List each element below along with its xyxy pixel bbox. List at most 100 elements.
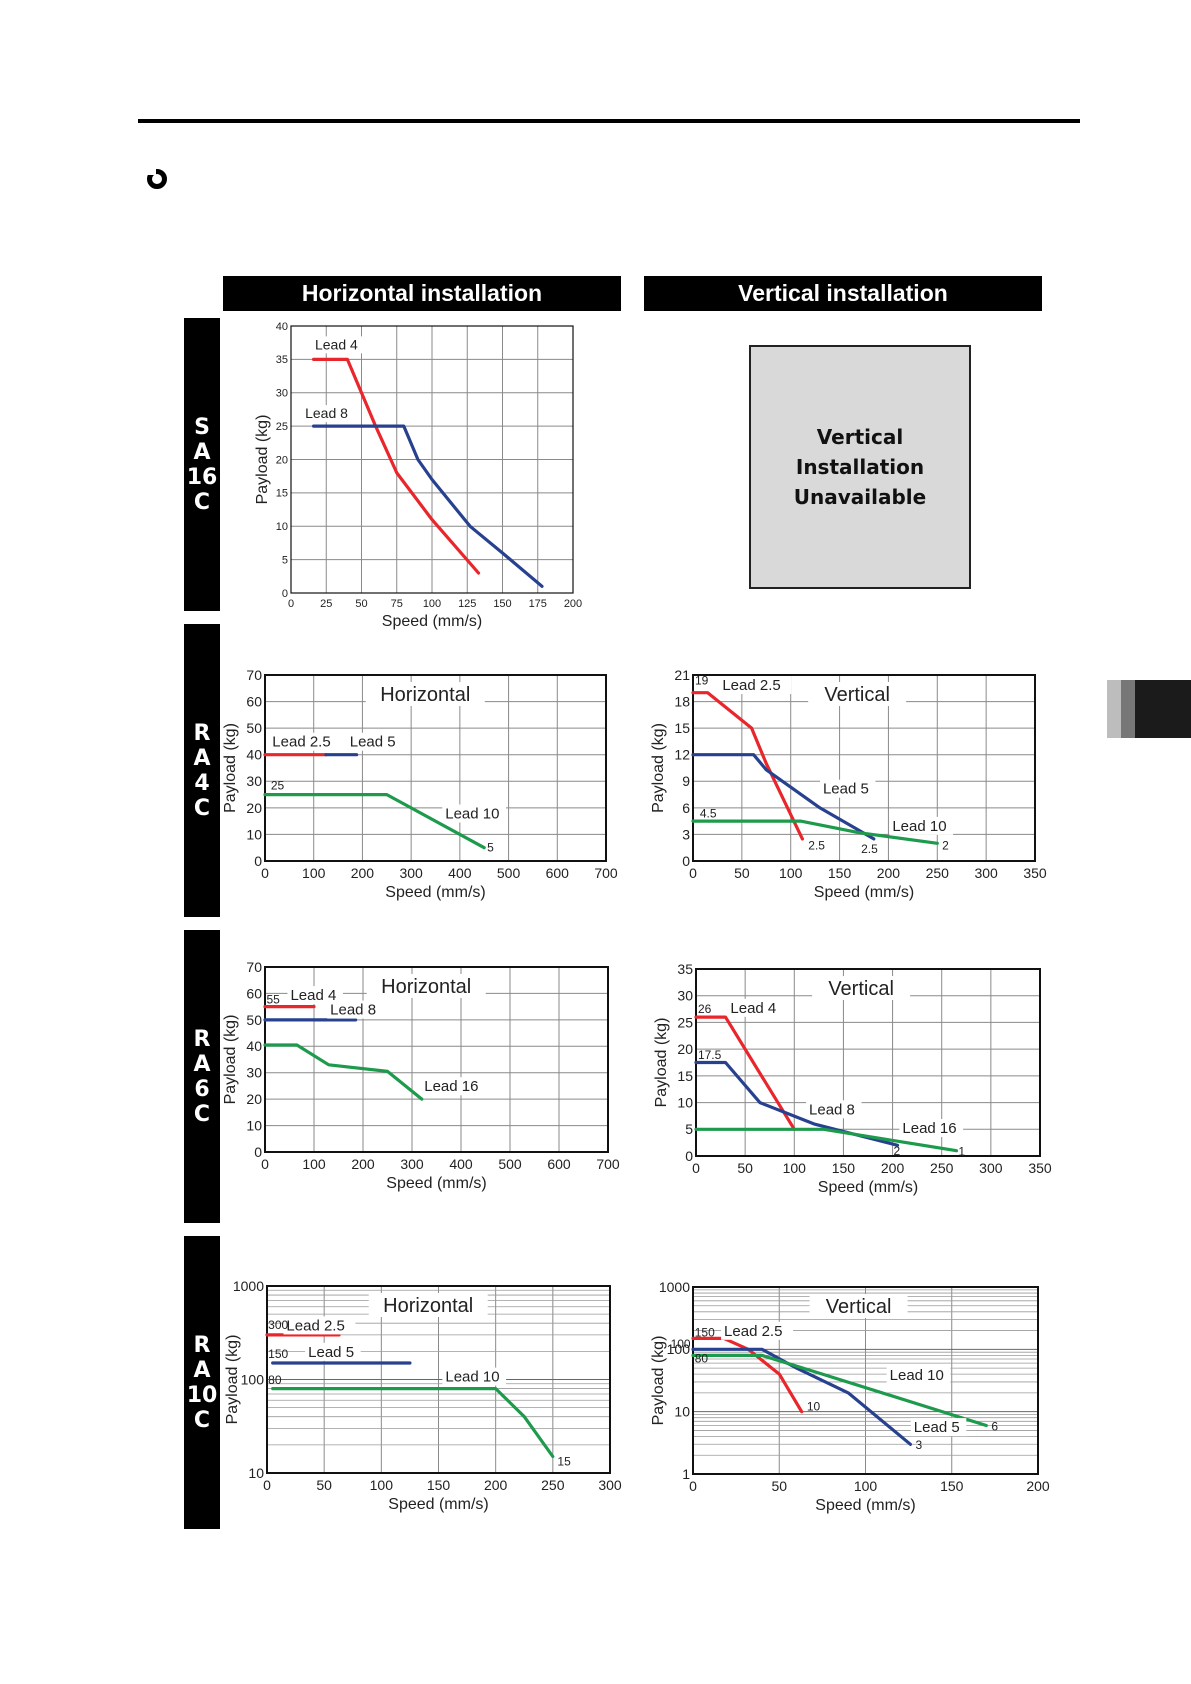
vertical-unavailable-panel: Vertical Installation Unavailable — [749, 345, 971, 589]
y-axis-label: Payload (kg) — [222, 1015, 239, 1105]
x-tick-label: 0 — [692, 1160, 700, 1176]
unavailable-text: Vertical Installation Unavailable — [793, 425, 927, 509]
x-tick-label: 250 — [930, 1160, 954, 1176]
series-label: Lead 10 — [445, 805, 499, 822]
y-tick-label: 5 — [282, 554, 288, 566]
x-tick-label: 500 — [497, 865, 521, 881]
point-value-label: 17.5 — [698, 1048, 722, 1062]
chart-ra4c-horizontal: Horizontal 0 100 200 300 400 500 600 700 0 10 20 30 4… — [222, 667, 618, 901]
plot-frame — [692, 674, 1036, 862]
x-tick-labels: 0 100 200 300 400 500 600 700 — [261, 865, 618, 881]
x-tick-label: 400 — [449, 1156, 473, 1172]
x-tick-labels: 0 50 100 150 200 250 300 350 — [692, 1160, 1052, 1176]
series-label: Lead 2.5 — [272, 734, 330, 751]
x-tick-label: 350 — [1028, 1160, 1052, 1176]
x-tick-label: 200 — [881, 1160, 905, 1176]
y-tick-label: 10 — [677, 1094, 693, 1110]
x-axis-label: Speed (mm/s) — [385, 884, 485, 901]
x-tick-label: 300 — [974, 865, 998, 881]
x-tick-label: 100 — [302, 1156, 326, 1172]
chart-sa16c-horizontal: 0 25 50 75 100 125 150 175 200 0 5 10 15 20 25 30 35 40 Sp… — [254, 321, 582, 630]
y-tick-labels: 0 3 6 9 12 15 18 21 — [674, 667, 690, 869]
x-tick-label: 150 — [828, 865, 852, 881]
y-tick-label: 30 — [246, 1065, 262, 1081]
chart-title: Horizontal — [383, 1295, 473, 1317]
x-axis-label: Speed (mm/s) — [815, 1497, 915, 1514]
x-tick-label: 25 — [320, 598, 332, 610]
x-tick-label: 250 — [541, 1477, 565, 1493]
column-header-horizontal: Horizontal installation — [223, 276, 621, 311]
point-value-label: 5 — [487, 841, 494, 855]
x-tick-label: 300 — [399, 865, 423, 881]
y-tick-label: 0 — [685, 1148, 693, 1164]
series-label: Lead 10 — [445, 1369, 499, 1386]
series-label: Lead 2.5 — [724, 1323, 782, 1340]
x-tick-label: 0 — [689, 865, 697, 881]
series-line-lead-10 — [271, 1386, 555, 1459]
y-axis-label: Payload (kg) — [650, 723, 667, 813]
x-tick-label: 400 — [448, 865, 472, 881]
point-value-label: 15 — [557, 1455, 571, 1469]
y-tick-label: 10 — [674, 1404, 690, 1420]
series-line-lead-16 — [263, 1043, 424, 1101]
point-value-label: 2.5 — [808, 838, 825, 852]
y-tick-label: 10 — [276, 521, 288, 533]
x-tick-label: 50 — [316, 1477, 332, 1493]
y-tick-label: 70 — [246, 667, 262, 683]
y-tick-label: 50 — [246, 1012, 262, 1028]
x-tick-label: 200 — [877, 865, 901, 881]
x-tick-label: 700 — [594, 865, 618, 881]
point-value-label: 150 — [268, 1347, 288, 1361]
y-axis-label: Payload (kg) — [254, 415, 271, 505]
x-tick-label: 100 — [302, 865, 326, 881]
y-tick-label: 40 — [276, 321, 288, 333]
x-tick-label: 0 — [288, 598, 294, 610]
x-tick-label: 0 — [261, 865, 269, 881]
y-tick-label: 40 — [246, 1038, 262, 1054]
point-value-label: 25 — [271, 778, 285, 792]
y-tick-labels: 0 5 10 15 20 25 30 35 — [677, 961, 693, 1164]
x-tick-label: 0 — [263, 1477, 271, 1493]
y-tick-label: 25 — [276, 421, 288, 433]
series-line-lead-16 — [694, 1127, 959, 1153]
y-tick-label: 50 — [246, 720, 262, 736]
side-chapter-tab — [1107, 680, 1191, 738]
y-tick-label: 20 — [246, 1091, 262, 1107]
x-axis-label: Speed (mm/s) — [814, 884, 914, 901]
point-value-label: 55 — [266, 992, 280, 1006]
point-value-label: 26 — [698, 1002, 712, 1016]
y-tick-label: 9 — [682, 773, 690, 789]
y-tick-label: 0 — [282, 588, 288, 600]
chart-ra6c-horizontal: Horizontal 0 100 200 300 400 500 600 700 0 10 20 30 4… — [222, 959, 620, 1192]
y-axis-label: Payload (kg) — [222, 723, 239, 813]
x-tick-label: 150 — [493, 598, 511, 610]
x-tick-labels: 0 50 100 150 200 — [689, 1478, 1050, 1494]
series-label: Lead 16 — [902, 1120, 956, 1137]
y-tick-label: 100 — [241, 1371, 265, 1387]
x-tick-label: 175 — [529, 598, 547, 610]
y-tick-label: 10 — [248, 1465, 264, 1481]
y-tick-label: 0 — [254, 1144, 262, 1160]
point-value-label: 80 — [268, 1373, 282, 1387]
series-label: Lead 5 — [823, 781, 869, 798]
series-line-lead-10 — [263, 792, 486, 850]
x-tick-label: 500 — [498, 1156, 522, 1172]
row-label-ra10c: R A 10 C — [184, 1236, 220, 1529]
point-value-label: 19 — [695, 674, 709, 688]
section-bullet-icon — [145, 167, 167, 189]
y-tick-label: 15 — [677, 1068, 693, 1084]
y-tick-label: 18 — [674, 693, 690, 709]
x-tick-label: 700 — [596, 1156, 620, 1172]
chart-title: Vertical — [824, 684, 890, 706]
point-value-label: 2 — [894, 1144, 901, 1158]
y-tick-labels: 0 5 10 15 20 25 30 35 40 — [276, 321, 288, 600]
y-tick-label: 1000 — [659, 1279, 690, 1295]
y-axis-label: Payload (kg) — [224, 1335, 241, 1425]
x-tick-label: 50 — [771, 1478, 787, 1494]
x-tick-label: 200 — [1026, 1478, 1050, 1494]
series-label: Lead 5 — [914, 1419, 960, 1436]
series-label: Lead 10 — [890, 1367, 944, 1384]
y-tick-label: 20 — [677, 1041, 693, 1057]
chart-ra6c-vertical: Vertical 0 50 100 150 200 250 300 350 0 5 10 15 20 25 3… — [653, 961, 1052, 1196]
x-tick-label: 200 — [351, 865, 375, 881]
